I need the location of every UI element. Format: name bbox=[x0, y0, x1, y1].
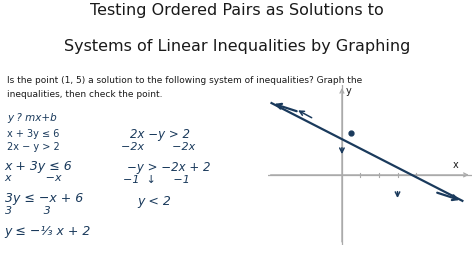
Text: 3         3: 3 3 bbox=[5, 206, 51, 216]
Text: Testing Ordered Pairs as Solutions to: Testing Ordered Pairs as Solutions to bbox=[90, 3, 384, 18]
Text: x + 3y ≤ 6: x + 3y ≤ 6 bbox=[5, 160, 73, 173]
Text: 3y ≤ −x + 6: 3y ≤ −x + 6 bbox=[5, 192, 83, 205]
Text: y: y bbox=[346, 86, 351, 96]
Text: inequalities, then check the point.: inequalities, then check the point. bbox=[7, 90, 163, 99]
Text: y ? mx+b: y ? mx+b bbox=[7, 113, 57, 123]
Text: −2x        −2x: −2x −2x bbox=[121, 142, 195, 152]
Text: x: x bbox=[453, 160, 459, 170]
Text: −y > −2x + 2: −y > −2x + 2 bbox=[127, 161, 210, 174]
Text: x + 3y ≤ 6: x + 3y ≤ 6 bbox=[7, 129, 59, 139]
Text: Is the point (1, 5) a solution to the following system of inequalities? Graph th: Is the point (1, 5) a solution to the fo… bbox=[7, 76, 362, 85]
Text: Systems of Linear Inequalities by Graphing: Systems of Linear Inequalities by Graphi… bbox=[64, 39, 410, 53]
Text: −1  ↓     −1: −1 ↓ −1 bbox=[123, 175, 190, 185]
Text: y < 2: y < 2 bbox=[137, 195, 171, 208]
Text: y ≤ −¹⁄₃ x + 2: y ≤ −¹⁄₃ x + 2 bbox=[5, 225, 91, 238]
Text: 2x − y > 2: 2x − y > 2 bbox=[7, 142, 60, 152]
Text: 2x −y > 2: 2x −y > 2 bbox=[130, 128, 191, 141]
Text: x          −x: x −x bbox=[5, 173, 63, 184]
